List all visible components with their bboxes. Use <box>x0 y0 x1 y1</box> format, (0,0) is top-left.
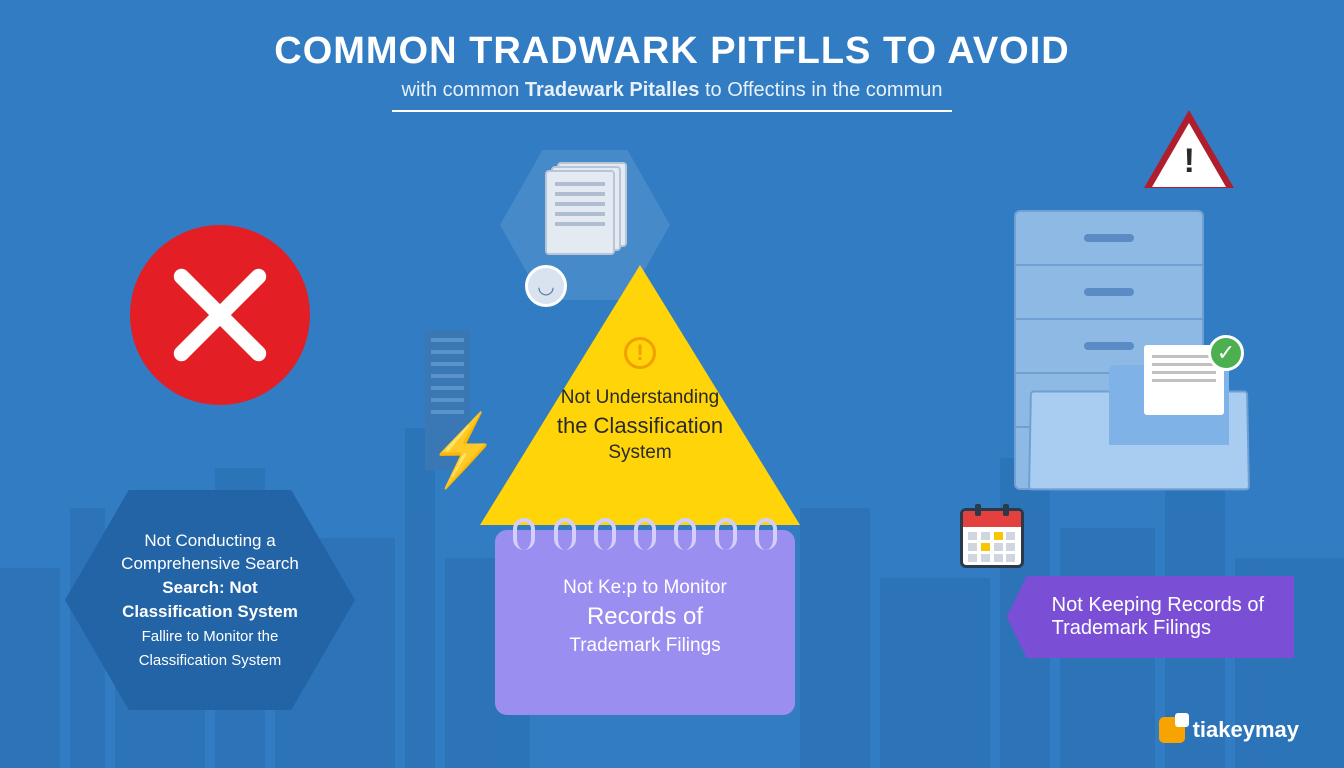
warning-exclaim-icon: ! <box>1184 142 1195 181</box>
checkmark-icon: ✓ <box>1208 335 1244 371</box>
page-title: COMMON TRADWARK PITFLLS TO AVOID <box>0 30 1344 73</box>
triangle-exclaim-icon: ! <box>624 337 656 369</box>
right-banner: Not Keeping Records of Trademark Filings <box>1007 576 1294 658</box>
logo-text: tiakeymay <box>1193 717 1299 743</box>
logo-icon <box>1159 717 1185 743</box>
lightning-icon: ⚡ <box>429 410 499 492</box>
header: COMMON TRADWARK PITFLLS TO AVOID with co… <box>0 30 1344 112</box>
spiral-binding-icon <box>495 518 795 550</box>
spiral-note: Not Ke:p to Monitor Records of Trademark… <box>495 530 795 715</box>
brand-logo: tiakeymay <box>1159 717 1299 743</box>
red-x-icon <box>130 225 310 405</box>
center-triangle: ! Not Understanding the Classification S… <box>480 265 800 525</box>
calendar-icon <box>960 508 1024 568</box>
page-subtitle: with common Tradewark Pitalles to Offect… <box>0 79 1344 102</box>
infographic-canvas: COMMON TRADWARK PITFLLS TO AVOID with co… <box>0 0 1344 768</box>
triangle-text: Not Understanding the Classification Sys… <box>535 385 745 466</box>
title-underline <box>392 110 952 112</box>
